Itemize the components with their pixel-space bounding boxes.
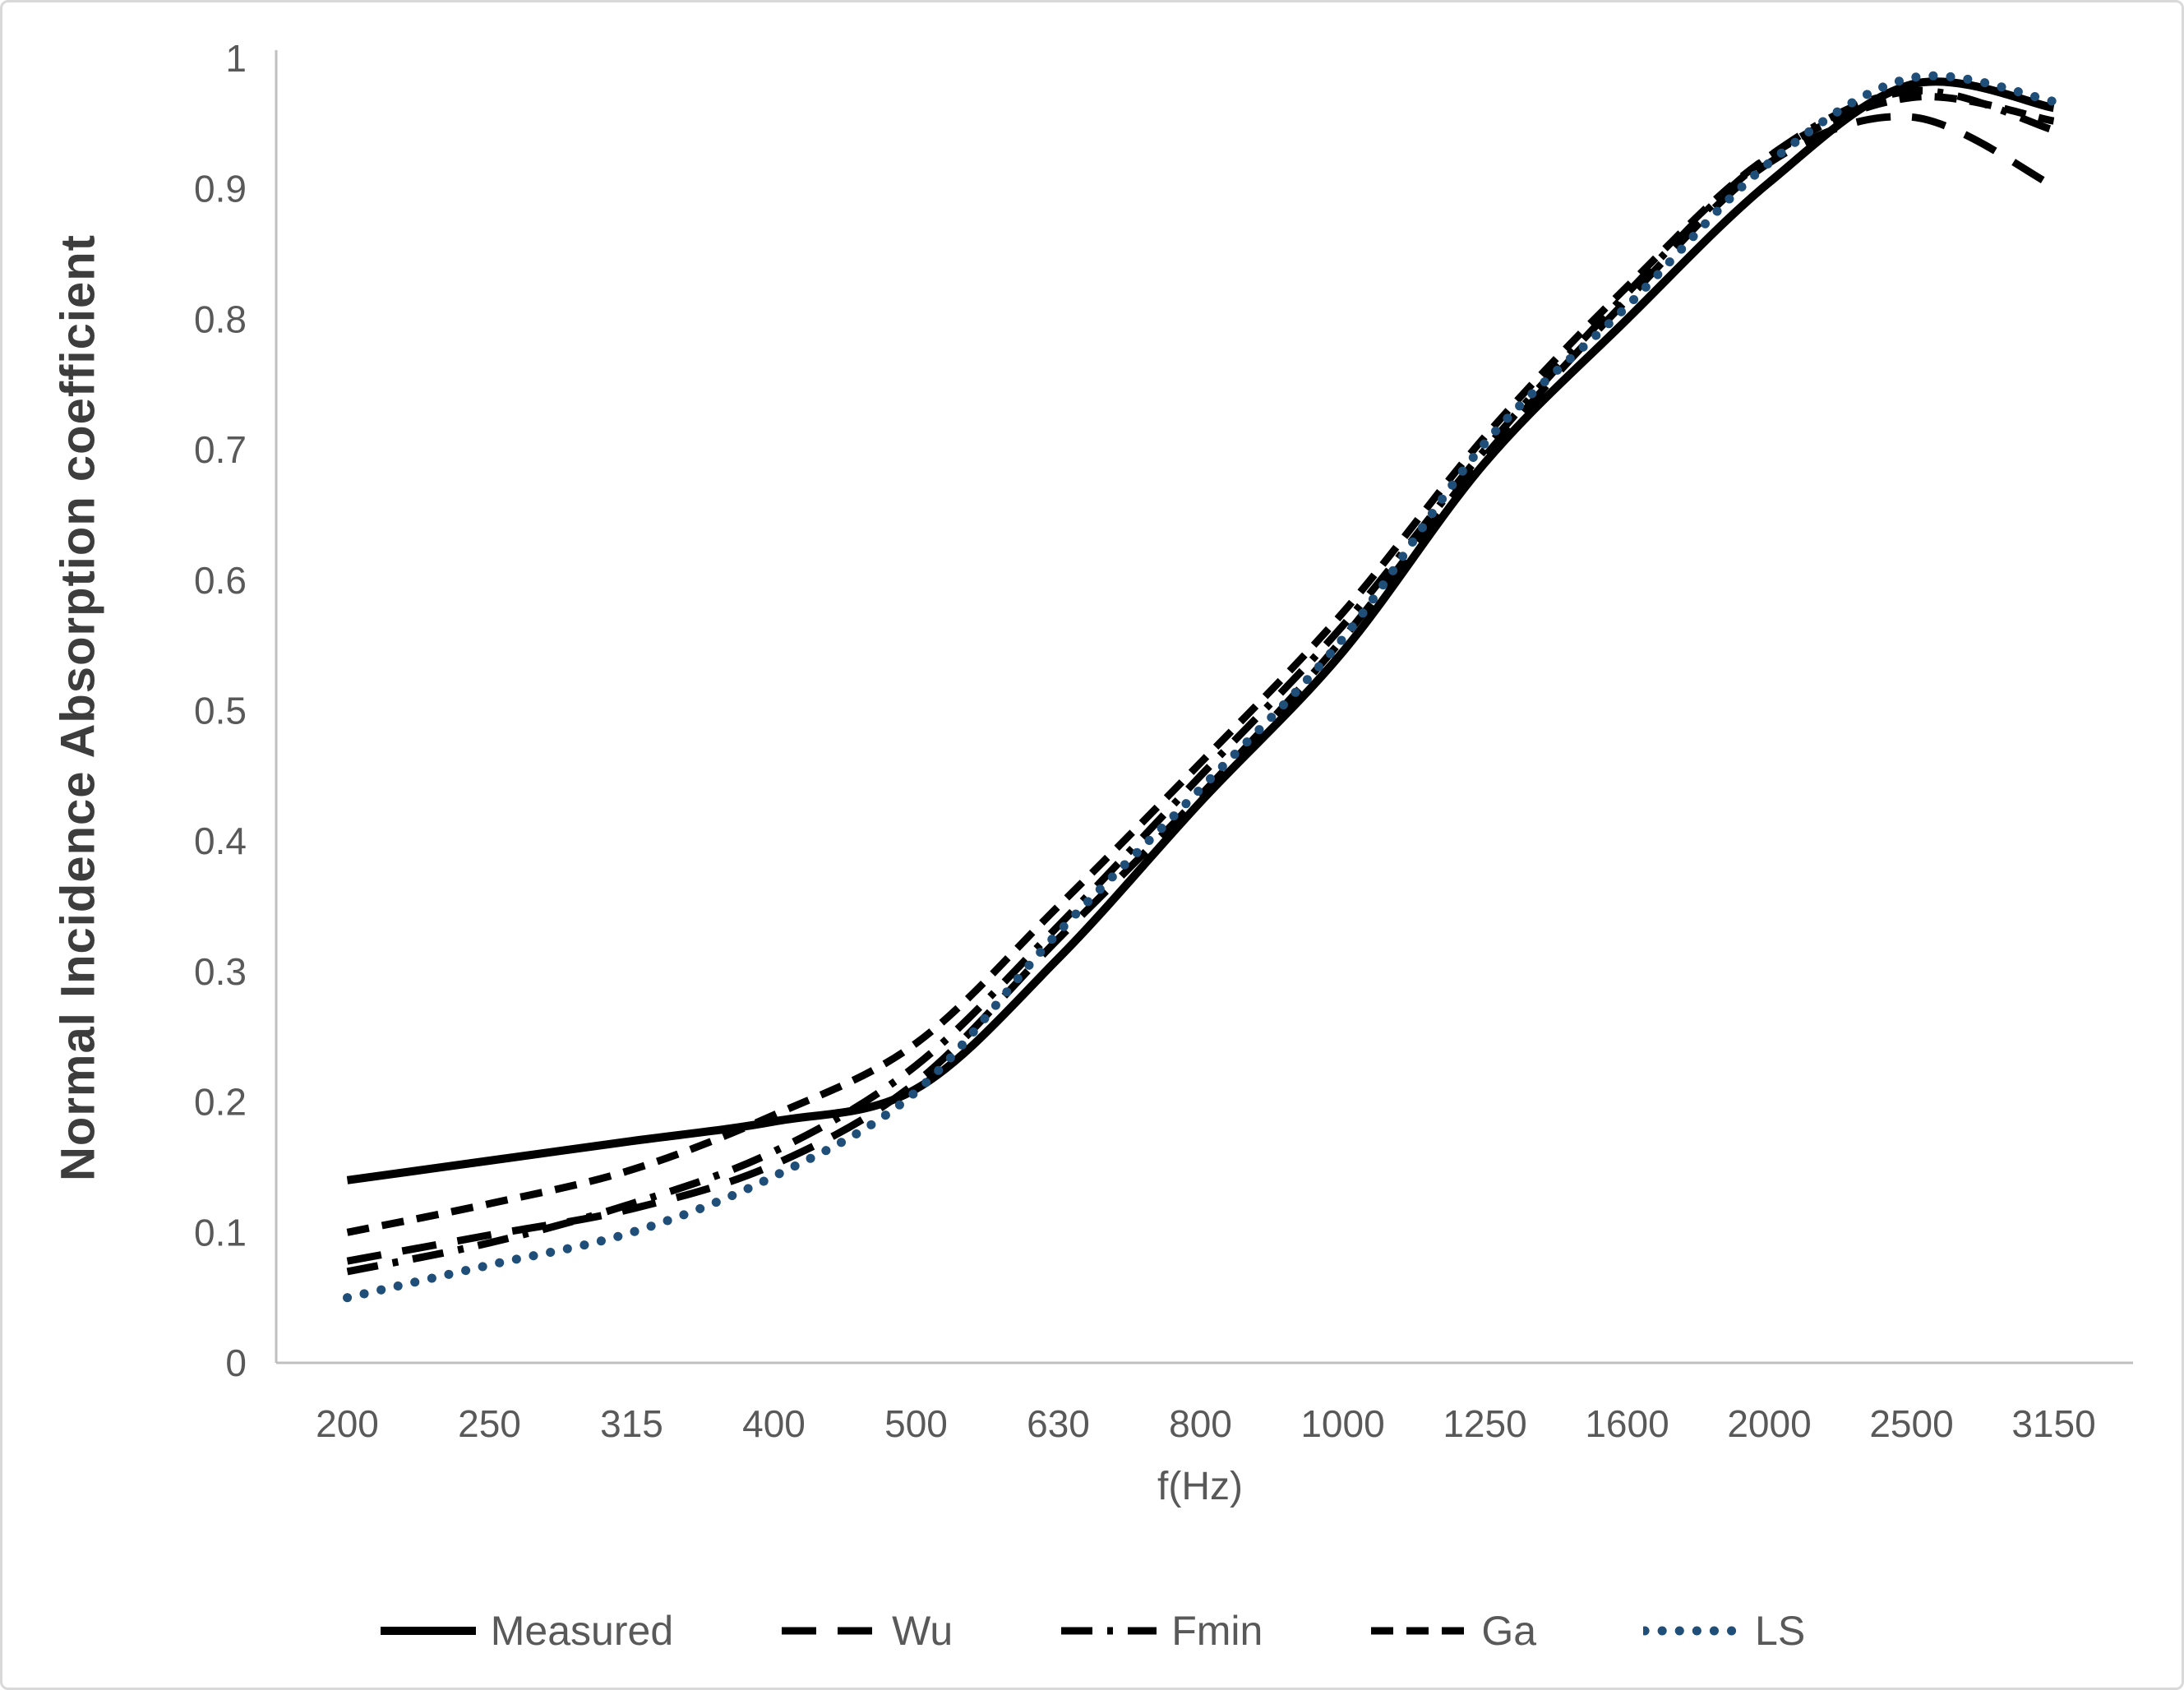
x-tick-label: 200 — [316, 1402, 379, 1445]
series-line-ls — [343, 71, 2058, 1303]
y-tick-label: 0 — [225, 1341, 247, 1384]
legend-item-measured: Measured — [379, 1607, 673, 1655]
x-axis-title: f(Hz) — [1157, 1465, 1243, 1508]
series-line-ga — [346, 93, 2055, 1236]
x-tick-label: 800 — [1169, 1402, 1232, 1445]
x-tick-label: 315 — [600, 1402, 663, 1445]
legend-item-ls: LS — [1643, 1607, 1805, 1655]
y-tick-label: 0.4 — [194, 820, 247, 862]
legend-label-ga: Ga — [1481, 1608, 1537, 1654]
legend-item-fmin: Fmin — [1060, 1607, 1263, 1655]
legend-line-sample-ls — [1643, 1626, 1743, 1636]
y-tick-label: 0.9 — [194, 168, 247, 210]
legend-label-measured: Measured — [490, 1608, 674, 1654]
x-tick-label: 630 — [1027, 1402, 1090, 1445]
x-tick-label: 3150 — [2011, 1402, 2095, 1445]
x-tick-label: 400 — [742, 1402, 806, 1445]
y-tick-label: 0.1 — [194, 1211, 247, 1254]
x-tick-label: 1600 — [1585, 1402, 1669, 1445]
legend-line-sample-fmin — [1061, 1627, 1157, 1635]
legend: Measured Wu Fmin Ga LS — [2, 1607, 2182, 1655]
series-line-wu — [346, 113, 2056, 1265]
y-tick-label: 0.6 — [194, 559, 247, 602]
y-tick-label: 0.2 — [194, 1081, 247, 1124]
y-tick-label: 1 — [225, 37, 247, 80]
y-tick-label: 0.7 — [194, 428, 247, 471]
legend-item-ga: Ga — [1369, 1607, 1536, 1655]
y-tick-label: 0.8 — [194, 298, 247, 340]
y-tick-label: 0.3 — [194, 950, 247, 993]
legend-label-wu: Wu — [892, 1608, 953, 1654]
legend-label-ls: LS — [1755, 1608, 1806, 1654]
x-tick-label: 2000 — [1727, 1402, 1811, 1445]
x-tick-label: 1000 — [1300, 1402, 1384, 1445]
y-axis-title: Normal Incidence Absorption coefficient — [51, 234, 105, 1181]
legend-label-fmin: Fmin — [1171, 1608, 1263, 1654]
legend-line-sample-ga — [1371, 1627, 1467, 1635]
legend-item-wu: Wu — [780, 1607, 953, 1655]
series-line-fmin — [346, 86, 2055, 1276]
legend-line-sample-wu — [782, 1627, 878, 1635]
x-tick-label: 2500 — [1869, 1402, 1953, 1445]
legend-line-sample-measured — [380, 1627, 476, 1635]
series-line-measured — [346, 77, 2055, 1184]
x-tick-label: 1250 — [1443, 1402, 1526, 1445]
x-tick-label: 500 — [884, 1402, 948, 1445]
y-tick-label: 0.5 — [194, 690, 247, 732]
x-tick-label: 250 — [458, 1402, 521, 1445]
